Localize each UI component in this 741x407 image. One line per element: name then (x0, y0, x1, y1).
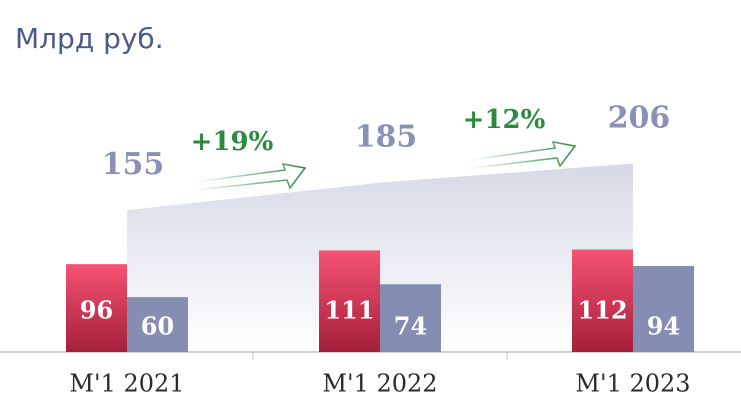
growth-label: +12% (463, 105, 546, 135)
x-tick-label: М'1 2022 (322, 370, 437, 398)
bar (633, 265, 694, 352)
value-label: 74 (394, 312, 427, 341)
growth-label: +19% (191, 127, 274, 157)
x-tick-label: М'1 2023 (575, 370, 690, 398)
value-label: 111 (324, 296, 374, 325)
bar (66, 264, 127, 352)
total-label: 206 (608, 101, 671, 136)
growth-arrow (469, 141, 577, 169)
bar (319, 250, 380, 352)
x-tick-label: М'1 2021 (69, 370, 184, 398)
value-label: 112 (577, 296, 627, 325)
bar (380, 284, 441, 352)
total-label: 185 (355, 120, 418, 155)
bar (572, 249, 633, 352)
bar (127, 297, 188, 352)
chart-title: Млрд руб. (15, 22, 164, 55)
value-label: 96 (80, 296, 113, 325)
total-label: 155 (102, 147, 165, 182)
growth-arrow (194, 163, 307, 191)
value-label: 60 (141, 312, 174, 341)
value-label: 94 (647, 312, 680, 341)
